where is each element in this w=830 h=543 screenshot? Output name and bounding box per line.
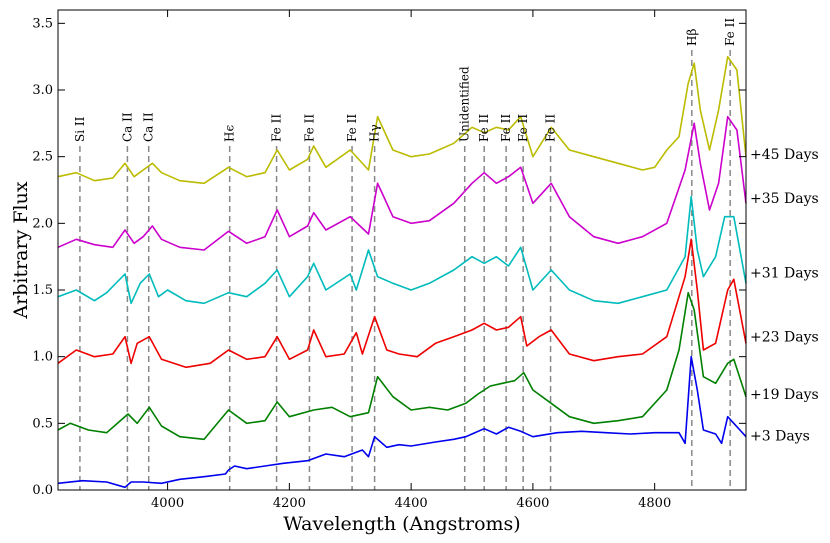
series-line-3-days xyxy=(57,355,747,489)
line-id-label-0: Si II xyxy=(73,116,87,142)
y-tick-label: 3.5 xyxy=(32,16,53,31)
series-label-0: +45 Days xyxy=(750,147,819,163)
line-id-label-1: Ca II xyxy=(120,112,134,142)
line-id-label-13: Hβ xyxy=(685,29,699,46)
x-tick-label: 4200 xyxy=(273,496,306,511)
x-axis-title: Wavelength (Angstroms) xyxy=(283,513,520,535)
x-tick-label: 4400 xyxy=(395,496,428,511)
spectra-series xyxy=(57,55,747,489)
line-id-label-7: Hγ xyxy=(368,124,382,142)
line-id-labels: Si II Ca II Ca II Hϵ Fe II Fe II Fe II Hγ Uniden… xyxy=(73,18,737,142)
plot-background xyxy=(58,10,746,490)
y-tick-label: 2.5 xyxy=(32,150,53,165)
y-tick-label: 3.0 xyxy=(32,83,53,98)
line-id-label-2: Ca II xyxy=(142,112,156,142)
y-tick-label: 1.5 xyxy=(32,283,53,298)
line-id-label-5: Fe II xyxy=(303,114,317,142)
line-id-label-14: Fe II xyxy=(723,18,737,46)
y-axis-ticks: 0.0 0.5 1.0 1.5 2.0 2.5 3.0 3.5 xyxy=(32,16,746,498)
y-tick-label: 1.0 xyxy=(32,350,53,365)
series-label-2: +31 Days xyxy=(750,266,819,282)
x-axis-ticks: 4000 4200 4400 4600 4800 xyxy=(151,10,671,511)
line-id-label-8: Unidentified xyxy=(458,66,472,142)
series-labels: +45 Days +35 Days +31 Days +23 Days +19 Days… xyxy=(750,147,819,444)
line-id-label-6: Fe II xyxy=(345,114,359,142)
line-id-label-3: Hϵ xyxy=(223,125,237,142)
series-line-45-days xyxy=(57,55,747,185)
line-id-label-9: Fe II xyxy=(477,114,491,142)
y-axis-title: Arbitrary Flux xyxy=(10,181,32,319)
series-line-19-days xyxy=(57,291,747,441)
y-tick-label: 0.5 xyxy=(32,416,53,431)
line-id-label-11: Fe II xyxy=(516,114,530,142)
series-label-1: +35 Days xyxy=(750,191,819,207)
series-label-3: +23 Days xyxy=(750,330,819,346)
line-id-label-4: Fe II xyxy=(270,114,284,142)
series-line-31-days xyxy=(57,195,747,305)
x-tick-label: 4000 xyxy=(151,496,184,511)
plot-frame xyxy=(57,9,747,491)
x-tick-label: 4800 xyxy=(638,496,671,511)
series-line-35-days xyxy=(57,115,747,251)
series-line-23-days xyxy=(57,238,747,369)
y-tick-label: 2.0 xyxy=(32,216,53,231)
x-tick-label: 4600 xyxy=(516,496,549,511)
series-label-5: +3 Days xyxy=(750,428,810,444)
y-tick-label: 0.0 xyxy=(32,483,53,498)
line-id-label-12: Fe II xyxy=(544,114,558,142)
line-id-label-10: Fe II xyxy=(499,114,513,142)
series-label-4: +19 Days xyxy=(750,387,819,403)
